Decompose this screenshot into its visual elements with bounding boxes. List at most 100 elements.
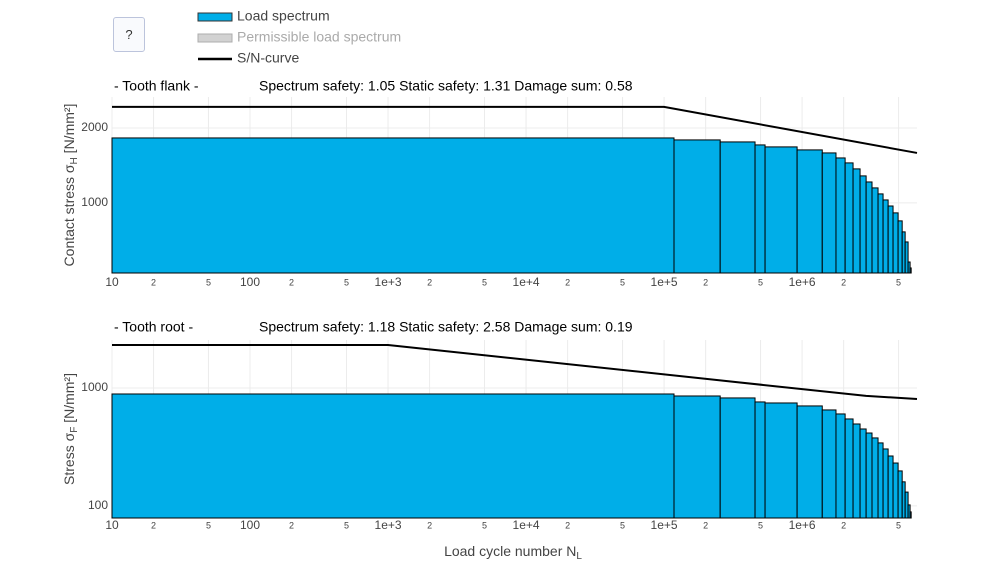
x-tick-label: 2: [565, 520, 570, 530]
legend-swatch: [197, 12, 233, 22]
y-axis-label-text: Stress σ: [61, 432, 77, 485]
help-button[interactable]: ?: [113, 17, 145, 52]
x-tick-label: 5: [206, 520, 211, 530]
subplot-subtitle: Spectrum safety: 1.05 Static safety: 1.3…: [259, 78, 633, 94]
load-bar: [852, 423, 861, 519]
subplot-subtitle: Spectrum safety: 1.18 Static safety: 2.5…: [259, 319, 633, 335]
load-bar: [844, 162, 854, 274]
x-tick-label: 5: [896, 520, 901, 530]
x-tick-label: 2: [427, 277, 432, 287]
load-bar: [859, 175, 867, 274]
load-bar: [871, 437, 879, 519]
x-tick-label: 1e+6: [789, 275, 816, 289]
load-bar: [859, 428, 867, 519]
load-bar: [835, 157, 846, 274]
y-axis-label-tail: [N/mm²]: [61, 104, 77, 158]
y-tick-label: 100: [88, 498, 108, 512]
x-tick-label: 2: [289, 277, 294, 287]
x-tick-label: 5: [620, 520, 625, 530]
x-tick-label: 100: [240, 518, 260, 532]
subplot-title: - Tooth flank -: [114, 78, 199, 94]
x-tick-label: 1e+3: [375, 518, 402, 532]
x-axis-label-text: Load cycle number N: [444, 543, 576, 559]
legend-item[interactable]: Load spectrum: [197, 8, 330, 24]
x-tick-label: 1e+3: [375, 275, 402, 289]
load-bar: [882, 448, 889, 519]
load-bar: [887, 455, 894, 519]
load-bar: [764, 146, 798, 274]
y-tick-label: 1000: [81, 195, 108, 209]
x-tick-label: 5: [482, 520, 487, 530]
load-bar: [844, 418, 854, 519]
x-axis-label: Load cycle number NL: [444, 543, 582, 562]
load-bar: [904, 241, 909, 274]
load-bar: [796, 149, 823, 274]
y-axis-label: Stress σF [N/mm²]: [61, 373, 80, 485]
load-bar: [719, 141, 756, 274]
x-tick-label: 1e+5: [651, 275, 678, 289]
x-tick-label: 2: [151, 277, 156, 287]
load-bar: [852, 168, 861, 274]
x-tick-label: 2: [703, 520, 708, 530]
x-tick-label: 2: [703, 277, 708, 287]
x-tick-label: 10: [105, 518, 119, 532]
legend-item[interactable]: Permissible load spectrum: [197, 29, 401, 45]
load-bar: [882, 199, 889, 274]
x-tick-label: 2: [841, 520, 846, 530]
load-bar: [796, 405, 823, 519]
load-bar: [821, 152, 837, 274]
load-bar: [111, 393, 675, 519]
load-bar: [897, 470, 903, 519]
x-tick-label: 1e+4: [513, 518, 540, 532]
x-tick-label: 10: [105, 275, 119, 289]
load-bar: [754, 144, 766, 274]
load-bar: [871, 187, 879, 274]
x-tick-label: 2: [841, 277, 846, 287]
y-axis-label: Contact stress σH [N/mm²]: [61, 104, 80, 267]
x-tick-label: 2: [565, 277, 570, 287]
x-tick-label: 1e+6: [789, 518, 816, 532]
legend-label: S/N-curve: [237, 50, 299, 66]
subplot-title: - Tooth root -: [114, 319, 193, 335]
legend-item[interactable]: S/N-curve: [198, 50, 299, 66]
y-axis-label-tail: [N/mm²]: [61, 373, 77, 427]
load-bar: [877, 193, 884, 274]
y-tick-label: 2000: [81, 120, 108, 134]
load-bar: [673, 395, 721, 519]
x-tick-label: 100: [240, 275, 260, 289]
x-tick-label: 5: [206, 277, 211, 287]
x-tick-label: 5: [758, 520, 763, 530]
load-bar: [909, 267, 912, 274]
load-bar: [754, 401, 766, 519]
x-tick-label: 5: [896, 277, 901, 287]
x-tick-label: 1e+5: [651, 518, 678, 532]
sn-curve: [112, 105, 918, 154]
load-bar: [897, 220, 903, 274]
x-tick-label: 2: [289, 520, 294, 530]
load-bar: [892, 462, 899, 519]
load-bar: [835, 413, 846, 519]
load-bar: [909, 511, 912, 519]
x-tick-label: 5: [758, 277, 763, 287]
y-axis-label-sub: F: [69, 427, 80, 433]
y-axis-label-text: Contact stress σ: [61, 164, 77, 266]
load-bar: [111, 137, 675, 274]
x-tick-label: 2: [151, 520, 156, 530]
x-axis-label-sub: L: [576, 551, 582, 562]
load-bar: [764, 402, 798, 519]
x-tick-label: 5: [344, 520, 349, 530]
load-bar: [821, 409, 837, 519]
load-bar: [892, 212, 899, 274]
x-tick-label: 5: [482, 277, 487, 287]
x-tick-label: 1e+4: [513, 275, 540, 289]
load-bar: [719, 397, 756, 519]
load-bar: [865, 181, 873, 274]
load-bar: [673, 139, 721, 274]
load-bar: [865, 432, 873, 519]
x-tick-label: 5: [344, 277, 349, 287]
y-axis-label-sub: H: [69, 157, 80, 164]
x-tick-label: 5: [620, 277, 625, 287]
y-tick-label: 1000: [81, 380, 108, 394]
